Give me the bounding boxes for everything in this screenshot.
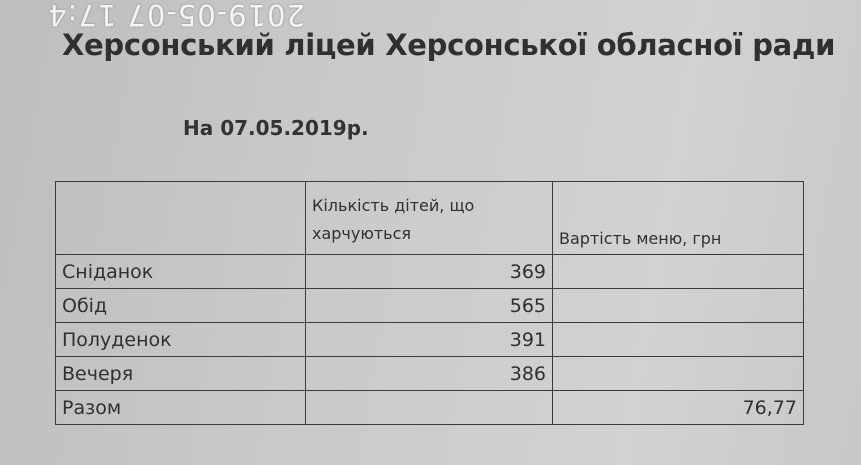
document-title: Херсонський ліцей Херсонської обласної р… (62, 28, 836, 62)
meal-cell: Обід (55, 288, 306, 323)
table-row: Полуденок 391 (55, 322, 804, 357)
meals-table: Кількість дітей, що харчуються Вартість … (55, 181, 804, 425)
total-row: Разом 76,77 (55, 390, 804, 425)
cost-cell (552, 322, 804, 357)
header-cell-empty (55, 181, 306, 255)
meal-cell: Сніданок (55, 254, 306, 289)
meal-cell: Вечеря (55, 356, 306, 391)
table-row: Обід 565 (55, 288, 804, 323)
table-header-row: Кількість дітей, що харчуються Вартість … (55, 181, 804, 255)
cost-cell (552, 254, 804, 289)
children-cell: 565 (305, 288, 553, 323)
children-cell: 369 (305, 254, 553, 289)
header-menu-cost: Вартість меню, грн (552, 181, 804, 255)
header-children-count: Кількість дітей, що харчуються (305, 181, 553, 255)
total-label: Разом (55, 390, 306, 425)
table-row: Вечеря 386 (55, 356, 804, 391)
children-cell: 386 (305, 356, 553, 391)
cost-cell (552, 288, 804, 323)
total-cost: 76,77 (552, 390, 804, 425)
cost-cell (552, 356, 804, 391)
children-cell: 391 (305, 322, 553, 357)
table-row: Сніданок 369 (55, 254, 804, 289)
date-line: На 07.05.2019р. (183, 116, 369, 140)
children-cell (305, 390, 553, 425)
meal-cell: Полуденок (55, 322, 306, 357)
